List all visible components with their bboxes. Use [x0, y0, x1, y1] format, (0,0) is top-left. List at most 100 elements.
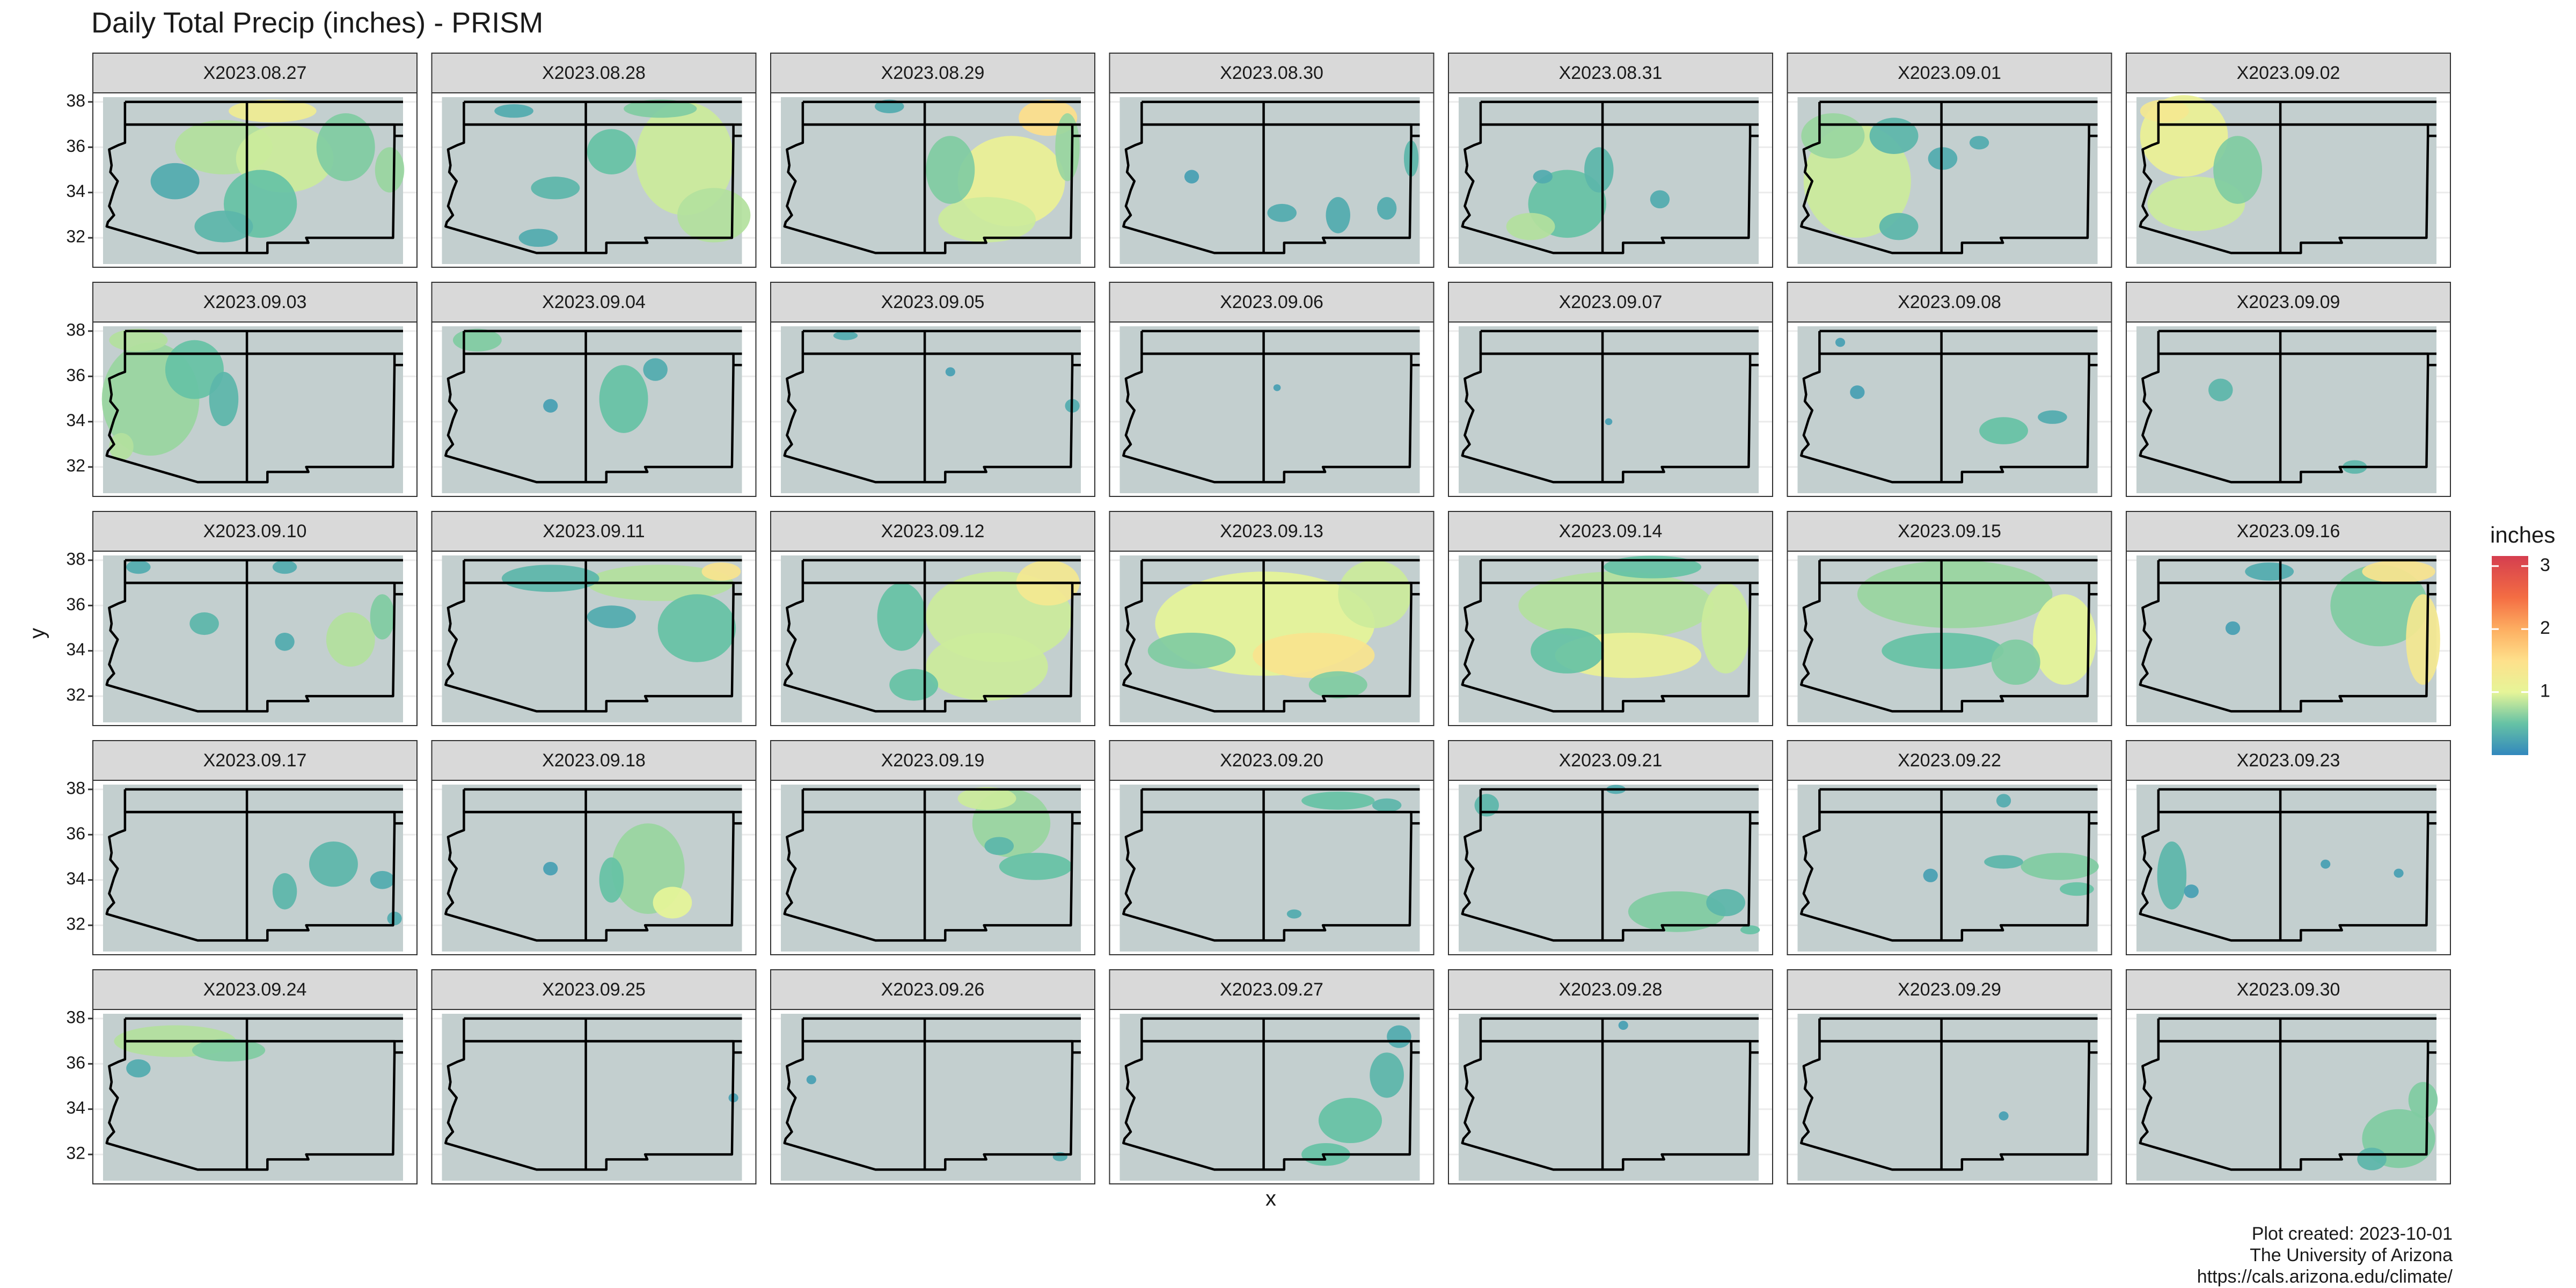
precip-cell: [2362, 560, 2435, 583]
precip-cell: [2321, 859, 2331, 869]
precip-cell: [1857, 560, 2053, 628]
precip-cell: [889, 669, 939, 701]
precip-cell: [1801, 113, 1865, 159]
facet-strip: [1448, 740, 1773, 781]
precip-cell: [2225, 621, 2241, 635]
state-boundary: [1800, 352, 2090, 484]
precip-field: [2225, 560, 2440, 685]
facet-panel: X2023.09.30: [2126, 969, 2451, 1184]
panel-plot: [1787, 780, 2112, 955]
precip-cell: [2213, 136, 2263, 204]
panel-plot: [771, 93, 1095, 267]
precip-cell: [1301, 792, 1375, 810]
panel-border: [92, 551, 418, 726]
y-tick-label: 34: [66, 181, 85, 201]
facet-label: X2023.09.26: [881, 979, 985, 1000]
panel-plot: [2126, 1009, 2450, 1184]
precip-field: [1835, 338, 2067, 444]
panel-plot: [93, 551, 417, 726]
facet-label: X2023.09.06: [1220, 292, 1323, 312]
facet-panel: X2023.09.27: [1109, 969, 1435, 1184]
precip-cell: [1882, 632, 2004, 669]
precip-cell: [1706, 889, 1746, 917]
legend: inches 1 2 3: [2490, 522, 2555, 755]
facet-panel: X2023.09.02: [2126, 53, 2451, 268]
precip-cell: [1318, 1097, 1382, 1144]
state-boundary: [105, 352, 396, 484]
panel-border: [1448, 321, 1773, 497]
panel-border: [770, 92, 1095, 268]
panel-border: [2126, 1009, 2451, 1184]
precip-field: [1857, 560, 2097, 685]
facet-label: X2023.09.27: [1220, 979, 1323, 1000]
panel-plot: [431, 322, 756, 496]
precip-cell: [2408, 1082, 2438, 1118]
state-boundary: [105, 810, 396, 942]
precip-cell: [2038, 410, 2067, 424]
y-tick-label: 38: [66, 1007, 85, 1027]
precip-cell: [326, 612, 375, 667]
panel-border: [431, 551, 757, 726]
facet-panel: X2023.09.22: [1787, 740, 2112, 955]
panel-plot: [1109, 780, 1434, 955]
state-boundary: [444, 810, 735, 942]
y-tick-label: 32: [66, 1144, 85, 1163]
facet-label: X2023.09.29: [1898, 979, 2001, 1000]
state-boundary: [1122, 810, 1413, 942]
precip-cell: [1879, 213, 1919, 240]
precip-cell: [999, 853, 1073, 880]
panel-plot: [93, 780, 417, 955]
precip-cell: [531, 177, 580, 200]
facet-label: X2023.09.23: [2237, 750, 2340, 771]
y-tick-label: 38: [66, 549, 85, 568]
precip-cell: [1979, 417, 2028, 444]
precip-cell: [1533, 170, 1553, 184]
precip-cell: [926, 136, 975, 204]
state-boundary: [1461, 810, 1752, 942]
precip-field: [2157, 841, 2404, 910]
panel-border: [1448, 551, 1773, 726]
precip-cell: [1740, 925, 1760, 935]
precip-cell: [1387, 1025, 1411, 1048]
facet-label: X2023.09.01: [1898, 63, 2001, 83]
precip-cell: [272, 873, 297, 910]
panel-border: [1787, 321, 2112, 497]
facet-label: X2023.09.24: [203, 979, 307, 1000]
caption-line: https://cals.arizona.edu/climate/: [2197, 1267, 2453, 1287]
precip-cell: [635, 101, 734, 215]
facet-strip: [2126, 511, 2451, 552]
precip-field: [1923, 794, 2099, 896]
precip-cell: [2021, 853, 2099, 880]
panel-plot: [431, 1009, 756, 1184]
facet-label: X2023.09.25: [542, 979, 646, 1000]
panel-plot: [2126, 93, 2450, 267]
facet-label: X2023.08.30: [1220, 63, 1323, 83]
state-boundary: [783, 352, 1074, 484]
panel-border: [1448, 92, 1773, 268]
panel-plot: [1109, 551, 1434, 726]
precip-cell: [309, 841, 358, 887]
facet-panel: X2023.08.28: [431, 53, 757, 268]
facet-panel: X2023.09.09: [2126, 282, 2451, 497]
panel-plot: [93, 1009, 417, 1184]
state-boundary: [1122, 581, 1413, 713]
facet-panel: X2023.09.05: [770, 282, 1095, 497]
precip-cell: [2140, 99, 2189, 122]
y-tick-label: 32: [66, 685, 85, 705]
facet-label: X2023.09.17: [203, 750, 307, 771]
panel-border: [1109, 92, 1435, 268]
facet-panel: X2023.09.15: [1787, 511, 2112, 726]
facet-panel: X2023.09.26: [770, 969, 1095, 1184]
precip-cell: [945, 367, 955, 377]
state-boundary: [105, 123, 396, 254]
precip-cell: [109, 433, 134, 460]
state-boundary: [1800, 810, 2090, 942]
y-tick-label: 36: [66, 824, 85, 843]
facet-panel: X2023.09.04: [431, 282, 757, 497]
precip-cell: [2406, 594, 2440, 685]
y-tick-label: 38: [66, 778, 85, 797]
facet-panel: X2023.09.14: [1448, 511, 1773, 726]
precip-cell: [1377, 197, 1397, 220]
facet-panel: X2023.09.11: [431, 511, 757, 726]
facet-panel: X2023.09.29: [1787, 969, 2112, 1184]
